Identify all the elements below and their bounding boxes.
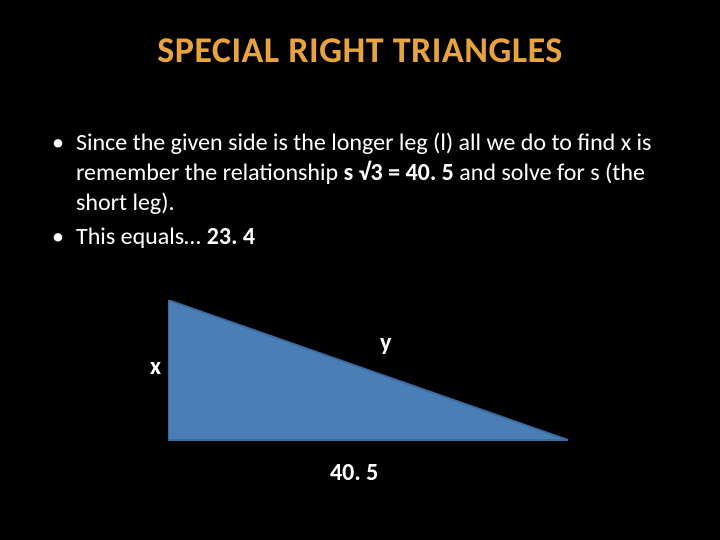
bullet-list: Since the given side is the longer leg (… xyxy=(46,128,676,256)
bullet-item: This equals…23. 4 xyxy=(46,222,676,252)
label-base: 40. 5 xyxy=(330,458,378,487)
triangle-diagram: x y 40. 5 xyxy=(150,300,580,500)
bullet-text-bold: s √3 = 40. 5 xyxy=(344,158,454,187)
slide: SPECIAL RIGHT TRIANGLES Since the given … xyxy=(0,0,720,540)
answer-value: 23. 4 xyxy=(207,222,255,251)
label-y: y xyxy=(380,328,391,357)
triangle-polygon xyxy=(168,300,568,440)
bullet-text-pre: This equals… xyxy=(76,222,201,251)
slide-title: SPECIAL RIGHT TRIANGLES xyxy=(0,28,720,72)
triangle-shape xyxy=(168,300,578,450)
label-x: x xyxy=(150,352,161,381)
bullet-item: Since the given side is the longer leg (… xyxy=(46,128,676,218)
